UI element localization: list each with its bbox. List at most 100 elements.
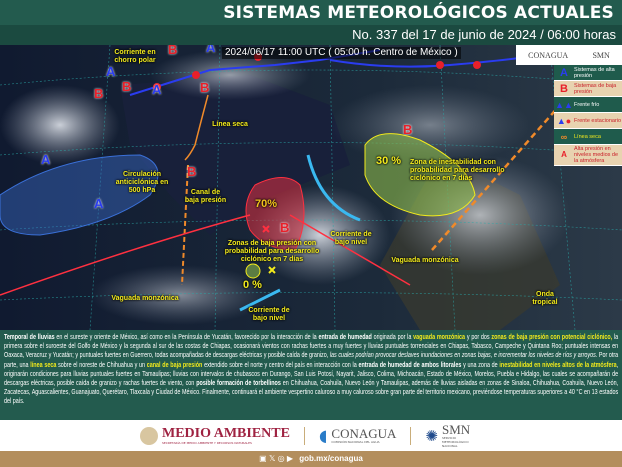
high-pressure-marker: A [106,64,116,79]
weather-map: 2024/06/17 11:00 UTC ( 05:00 h. Centro d… [0,45,622,330]
pacific-low-marker [268,266,276,274]
low-level-jet-2 [239,288,281,312]
legend-label: Alta presión en niveles medios de la atm… [574,146,619,164]
text-run: originada por la [371,332,414,341]
anticyclone-area [0,154,159,236]
label-low-zones: Zonas de baja presión con probabilidad p… [224,240,320,263]
smn-logo: SMN [592,50,610,60]
smn-spiral-icon: ✺ [425,426,438,445]
facebook-icon[interactable]: ▣ [259,454,267,463]
mid-level-high-icon: A [561,150,567,159]
text-run: las cuales podrían provocar deslaves inu… [329,350,598,360]
text-run: zonas de baja presión con potencial cicl… [491,332,613,341]
social-bar: ▣ 𝕏 ◎ ▶ gob.mx/conagua [0,451,622,467]
conagua-logo: CONAGUA [528,50,569,60]
atlantic-instability-area [364,133,476,217]
cloud [0,85,120,165]
dry-line [184,94,209,161]
conagua-wave-icon: ◖ [318,426,328,445]
instagram-icon[interactable]: ◎ [277,454,285,463]
forecast-summary: Temporal de lluvias en el sureste y orie… [0,330,622,420]
gulf-low-probability-area [245,177,305,251]
legend-label: Línea seca [574,133,601,140]
high-pressure-marker: A [41,152,51,167]
high-pressure-marker: A [152,82,162,97]
label-monsoon-trough: Vaguada monzónica [391,257,459,264]
text-run: línea seca [30,359,57,369]
legend-label: Sistemas de alta presión [574,66,615,79]
cloud [150,50,310,100]
conagua-subtext: COMISIÓN NACIONAL DEL AGUA [331,440,380,444]
conagua-text: CONAGUA [331,426,397,441]
lat-lon-grid [0,45,622,330]
text-run: en el sureste y oriente de México, así c… [54,332,319,341]
probability-gulf: 70% [255,198,278,210]
text-run: canal de baja presión [146,359,203,369]
legend-item-high: A Sistemas de alta presión [554,65,622,81]
legend-item-low: B Sistemas de baja presión [554,81,622,97]
text-run: entrada de humedad [318,332,372,341]
label-monsoon-trough: Vaguada monzónica [111,295,179,302]
high-pressure-marker: A [94,196,104,211]
text-run: , originarán condiciones para lluvias pu… [4,359,619,388]
probability-atlantic: 30 % [376,155,402,167]
footer-logos: MEDIO AMBIENTE SECRETARÍA DE MEDIO AMBIE… [0,420,622,451]
high-pressure-marker: A [206,45,216,55]
legend-label: Frente estacionario [574,117,622,124]
coat-of-arms-icon [140,426,158,445]
divider [410,426,412,445]
text-run: inestabilidad en niveles altos de la atm… [499,359,617,369]
smn-subtext: SERVICIO METEOROLÓGICO NACIONAL [441,436,469,448]
low-level-jet-1 [306,154,361,222]
low-pressure-marker: B [94,86,104,101]
legend-item-mid-level-high: A Alta presión en niveles medios de la at… [554,145,622,166]
probability-pacific: 0 % [243,279,262,291]
text-run: y por dos [465,332,492,341]
legend-item-cold-front: ▲▲ Frente frío [554,97,622,113]
tropical-wave-line [431,104,561,251]
youtube-icon[interactable]: ▶ [286,454,294,463]
stationary-front-icon: ▲● [556,115,572,126]
land-usa-mexico [120,75,350,235]
conagua-footer-logo: ◖ CONAGUA COMISIÓN NACIONAL DEL AGUA [319,426,396,445]
low-pressure-marker: B [403,122,413,137]
cold-front-icon: ▲▲ [555,99,573,110]
low-pressure-marker: B [122,79,132,94]
website-link[interactable]: gob.mx/conagua [299,454,363,463]
text-run: extendido sobre el norte y centro del pa… [202,359,359,369]
page-title: SISTEMAS METEOROLÓGICOS ACTUALES [0,0,622,25]
label-low-level-jet: Corriente de bajo nivel [248,307,290,322]
medio-ambiente-subtext: SECRETARÍA DE MEDIO AMBIENTE Y RECURSOS … [162,440,252,445]
divider [303,426,305,445]
low-pressure-marker: B [168,45,178,57]
gulf-low-marker [262,225,270,233]
low-pressure-marker: B [187,164,197,179]
trough-line [181,164,189,286]
image-timestamp: 2024/06/17 11:00 UTC ( 05:00 h. Centro d… [222,47,461,59]
header-logos: CONAGUA SMN [516,45,622,65]
cloud [90,265,270,325]
medio-ambiente-logo: MEDIO AMBIENTE SECRETARÍA DE MEDIO AMBIE… [140,426,290,445]
label-jet-stream: Corriente en chorro polar [114,49,156,64]
text-run: posible formación de torbellinos [196,378,281,388]
text-run: entrada de humedad de ambos litorales [358,359,462,369]
text-run: vaguada monzónica [413,332,466,341]
bulletin-number-date: No. 337 del 17 de junio de 2024 / 06:00 … [0,25,622,45]
legend-item-dry-line: ∞ Línea seca [554,129,622,145]
forecast-summary-text: Temporal de lluvias en el sureste y orie… [4,332,618,406]
low-pressure-marker: B [200,80,210,95]
map-legend: A Sistemas de alta presión B Sistemas de b… [554,65,622,166]
monsoon-trough-2 [289,214,411,286]
low-pressure-marker: B [280,220,290,235]
x-icon[interactable]: 𝕏 [268,454,276,463]
label-anticyclone: Circulación anticiclónica en 500 hPa [115,171,169,194]
dry-line-icon: ∞ [560,131,568,142]
legend-label: Sistemas de baja presión [574,82,617,95]
label-tropical-wave: Onda tropical [532,291,558,306]
text-run: la primera sobre el suroeste del Golfo d… [4,332,619,360]
text-run: en Chihuahua, Coahuila, Nuevo León y Tam… [4,378,619,406]
label-low-level-jet: Corriente de bajo nivel [330,231,372,246]
legend-item-stationary-front: ▲● Frente estacionario [554,113,622,129]
text-run: Temporal de lluvias [4,332,55,341]
low-pressure-icon: B [560,82,568,95]
